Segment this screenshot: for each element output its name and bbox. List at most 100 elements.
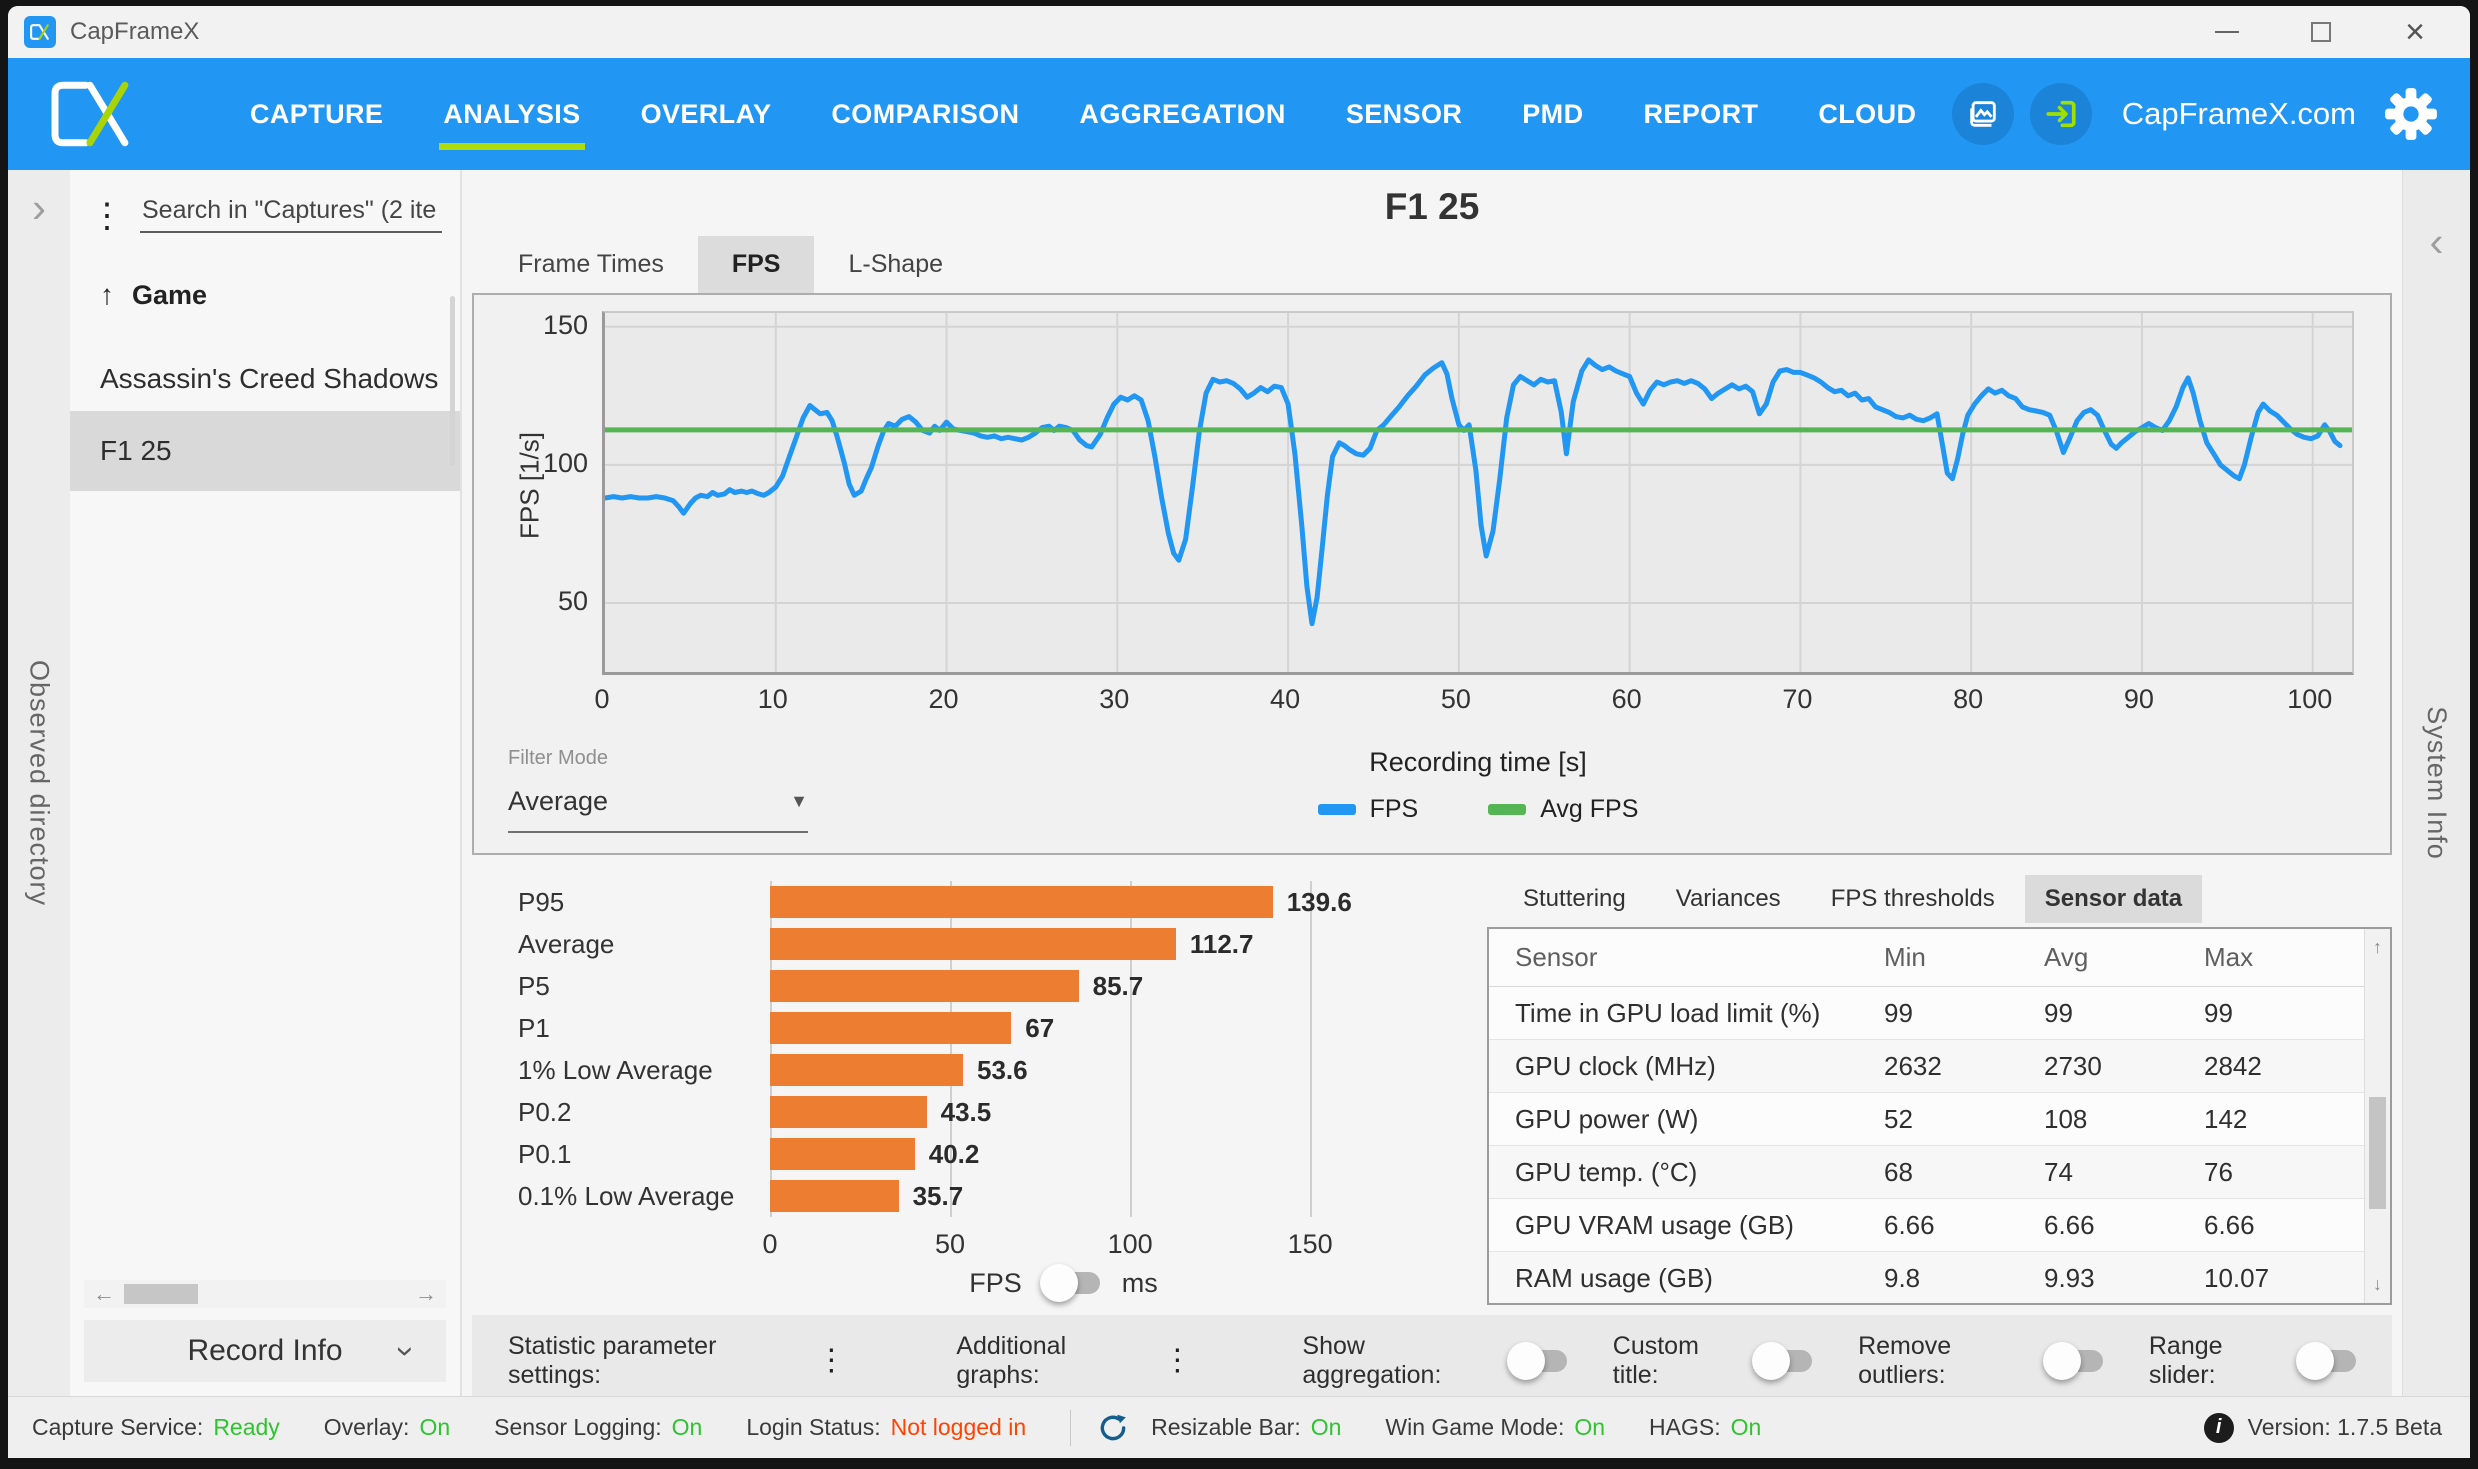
tab-sensor-data[interactable]: Sensor data — [2024, 875, 2203, 923]
nav-item-aggregation[interactable]: AGGREGATION — [1079, 98, 1286, 129]
bar-category-label: P5 — [518, 970, 550, 1001]
settings-button[interactable] — [2382, 85, 2440, 143]
x-axis-label: Recording time [s] — [1369, 747, 1587, 777]
bar-x-tick-label: 50 — [935, 1229, 966, 1259]
hscroll-thumb[interactable] — [124, 1284, 198, 1304]
chevron-down-icon: › — [389, 1345, 426, 1357]
fps-ms-toggle[interactable] — [1039, 1264, 1100, 1302]
nav-item-capture[interactable]: CAPTURE — [250, 98, 384, 129]
screenshot-gallery-button[interactable] — [1951, 83, 2014, 145]
capture-list-menu-icon[interactable]: ⋮ — [90, 197, 124, 235]
scroll-left-icon[interactable]: ← — [93, 1281, 115, 1306]
dropdown-arrow-icon: ▼ — [790, 791, 808, 811]
status-item: Login Status: Not logged in — [746, 1414, 1026, 1441]
capture-list: Assassin's Creed Shadows F1 25 — [70, 347, 460, 491]
column-header: Max — [2204, 942, 2254, 972]
sensor-value-cell: 6.66 — [2044, 1209, 2095, 1240]
nav-item-comparison[interactable]: COMPARISON — [831, 98, 1020, 129]
x-tick-label: 90 — [2123, 684, 2154, 714]
scroll-right-icon[interactable]: → — [415, 1281, 437, 1306]
app-window: CapFrameX × CAPTURE ANALYSIS OVERLAY COMPAR… — [8, 6, 2470, 1458]
nav-item-report[interactable]: REPORT — [1643, 98, 1759, 129]
hscroll-track[interactable] — [124, 1280, 406, 1308]
legend-item: FPS — [1317, 795, 1418, 824]
statistic-parameter-settings-button[interactable]: Statistic parameter settings: ⋮ — [508, 1332, 846, 1390]
table-scroll-thumb[interactable] — [2369, 1097, 2386, 1210]
sensor-value-cell: 108 — [2044, 1103, 2088, 1134]
sensor-value-cell: 99 — [2204, 997, 2233, 1028]
chart-tabs: Frame Times FPS L-Shape — [484, 236, 2392, 293]
toggle-knob — [1506, 1342, 1545, 1380]
bar-row: P5 85.7 — [518, 965, 1487, 1007]
sensor-value-cell: 2730 — [2044, 1050, 2102, 1081]
record-info-button[interactable]: Record Info › — [84, 1320, 446, 1382]
scroll-down-icon[interactable]: ↓ — [2373, 1274, 2382, 1294]
close-button[interactable]: × — [2405, 13, 2425, 51]
unit-fps-label[interactable]: FPS — [969, 1267, 1022, 1298]
list-item[interactable]: F1 25 — [70, 411, 460, 491]
sensor-value-cell: 9.93 — [2044, 1262, 2095, 1293]
sidebar-hscrollbar: ← → — [84, 1280, 446, 1308]
capframex-logo-icon — [51, 81, 129, 147]
bar-category-label: P0.2 — [518, 1096, 572, 1127]
nav-bar: CAPTURE ANALYSIS OVERLAY COMPARISON AGGREGAT… — [8, 58, 2470, 170]
table-row: Time in GPU load limit (%) 99 99 99 — [1489, 987, 2364, 1040]
site-link[interactable]: CapFrameX.com — [2121, 96, 2356, 131]
table-row: GPU VRAM usage (GB) 6.66 6.66 6.66 — [1489, 1199, 2364, 1252]
version-label: Version: 1.7.5 Beta — [2247, 1414, 2442, 1440]
range-slider-toggle[interactable] — [2296, 1342, 2356, 1380]
x-tick-label: 10 — [757, 684, 788, 714]
login-button[interactable] — [2029, 83, 2092, 145]
nav-item-overlay[interactable]: OVERLAY — [640, 98, 772, 129]
toggle-label: Show aggregation: — [1302, 1332, 1442, 1389]
status-value: On — [1574, 1414, 1606, 1440]
bar — [770, 928, 1176, 960]
show-aggregation-toggle[interactable] — [1506, 1342, 1567, 1380]
minimize-button[interactable] — [2212, 17, 2242, 47]
search-input[interactable] — [140, 190, 442, 233]
scroll-up-icon[interactable]: ↑ — [2373, 937, 2382, 957]
title-bar: CapFrameX × — [8, 6, 2470, 58]
fps-line-plot — [602, 311, 2354, 675]
observed-directory-label: Observed directory — [24, 659, 55, 907]
app-icon — [24, 16, 56, 48]
tab-stuttering[interactable]: Stuttering — [1523, 885, 1626, 912]
nav-item-pmd[interactable]: PMD — [1522, 98, 1584, 129]
status-value: On — [419, 1414, 451, 1440]
unit-ms-label[interactable]: ms — [1121, 1267, 1158, 1298]
tab-fps[interactable]: FPS — [697, 236, 815, 293]
nav-item-analysis[interactable]: ANALYSIS — [413, 58, 610, 170]
nav-menu: CAPTURE ANALYSIS OVERLAY COMPARISON AGGREGAT… — [220, 58, 1946, 170]
list-item[interactable]: Assassin's Creed Shadows — [100, 363, 439, 394]
remove-outliers-toggle[interactable] — [2042, 1342, 2103, 1380]
sensor-value-cell: 2632 — [1884, 1050, 1942, 1081]
sidebar-scrollbar[interactable] — [450, 296, 455, 466]
nav-item-sensor[interactable]: SENSOR — [1345, 98, 1463, 129]
refresh-button[interactable] — [1097, 1412, 1129, 1444]
x-tick-label: 40 — [1270, 684, 1301, 714]
tab-l-shape[interactable]: L-Shape — [848, 250, 944, 278]
custom-title-toggle[interactable] — [1752, 1342, 1813, 1380]
expand-directory-chevron-icon[interactable]: › — [32, 184, 46, 231]
bar-gridline — [950, 881, 953, 1217]
bar-x-tick-label: 0 — [762, 1229, 778, 1259]
tab-variances[interactable]: Variances — [1675, 885, 1781, 912]
bar-row: 1% Low Average 53.6 — [518, 1049, 1487, 1091]
collapse-systeminfo-chevron-icon[interactable]: ‹ — [2429, 218, 2444, 265]
toggle-item: Range slider: — [2149, 1332, 2356, 1390]
bar-chart-x-axis: 0 50 100 150 — [762, 1217, 1357, 1261]
system-info-rail: ‹ System Info — [2402, 170, 2470, 1396]
filter-mode-dropdown[interactable]: Average ▼ — [508, 786, 808, 817]
status-value: Not logged in — [890, 1414, 1027, 1440]
nav-item-cloud[interactable]: CLOUD — [1818, 98, 1917, 129]
filter-mode-value: Average — [508, 786, 609, 816]
system-info-label: System Info — [2422, 706, 2452, 860]
tab-frame-times[interactable]: Frame Times — [518, 250, 664, 278]
kebab-menu-icon: ⋮ — [816, 1344, 847, 1377]
additional-graphs-button[interactable]: Additional graphs: ⋮ — [956, 1332, 1192, 1390]
tab-fps-thresholds[interactable]: FPS thresholds — [1830, 885, 1995, 912]
column-header: Min — [1884, 942, 1926, 972]
sensor-value-cell: 74 — [2044, 1156, 2073, 1187]
sort-header[interactable]: ↑ Game — [100, 279, 460, 311]
maximize-button[interactable] — [2306, 17, 2336, 47]
